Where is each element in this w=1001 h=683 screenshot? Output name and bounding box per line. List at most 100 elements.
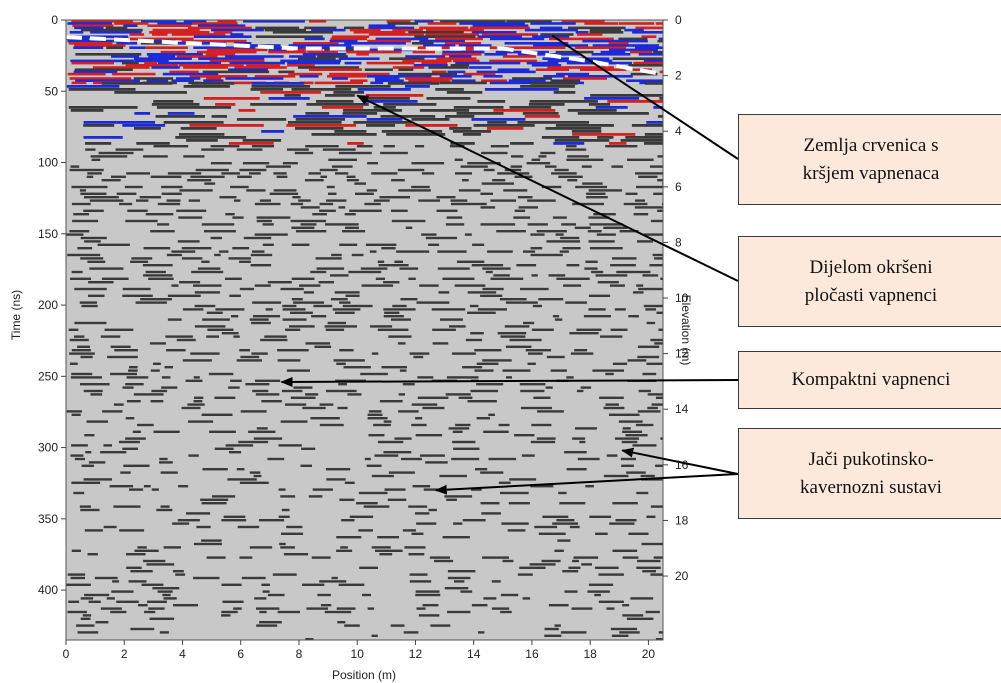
reflection-dash: [662, 284, 663, 287]
reflection-dash: [264, 335, 287, 338]
reflection-dash: [206, 556, 226, 559]
reflection-dash: [129, 366, 138, 369]
reflection-dash: [628, 532, 649, 535]
reflection-dash: [454, 580, 465, 583]
reflection-dash: [276, 175, 288, 178]
reflection-dash: [328, 192, 337, 195]
reflection-dash: [80, 383, 110, 386]
reflection-dash: [571, 607, 593, 610]
reflection-dash: [300, 464, 312, 467]
reflection-dash: [558, 491, 567, 495]
reflection-dash: [612, 257, 637, 260]
reflection-dash: [194, 291, 220, 294]
reflection-dash: [388, 335, 412, 338]
reflection-dash: [467, 311, 496, 314]
reflection-dash: [377, 328, 409, 331]
reflection-dash: [230, 379, 242, 382]
reflection-dash: [110, 610, 127, 614]
reflection-dash: [337, 406, 348, 410]
reflection-dash: [659, 70, 663, 74]
reflection-dash: [462, 519, 486, 522]
reflection-dash: [282, 304, 297, 308]
reflection-dash: [490, 199, 517, 202]
x-tick-label: 14: [467, 647, 481, 661]
reflection-dash: [217, 20, 237, 23]
reflection-dash: [289, 325, 315, 328]
reflection-dash: [446, 216, 463, 219]
reflection-dash: [527, 223, 548, 226]
reflection-dash: [153, 145, 189, 148]
reflection-dash: [655, 396, 663, 399]
reflection-dash: [239, 481, 269, 484]
reflection-dash: [660, 277, 663, 280]
reflection-dash: [339, 301, 351, 304]
reflection-dash: [550, 369, 567, 372]
reflection-dash: [501, 522, 529, 525]
reflection-dash: [236, 148, 263, 151]
reflection-dash: [177, 519, 200, 522]
reflection-dash: [233, 607, 242, 610]
reflection-dash: [171, 284, 179, 287]
reflection-dash: [652, 253, 663, 257]
reflection-dash: [201, 413, 233, 416]
reflection-dash: [409, 46, 475, 49]
reflection-dash: [374, 454, 399, 457]
reflection-dash: [636, 284, 644, 287]
reflection-dash: [419, 26, 469, 30]
reflection-dash: [449, 325, 466, 328]
reflection-dash: [509, 338, 542, 342]
reflection-dash: [460, 48, 483, 52]
reflection-dash: [327, 75, 367, 78]
reflection-dash: [122, 294, 153, 297]
reflection-dash: [530, 253, 563, 257]
leader-soil: [551, 34, 739, 160]
reflection-dash: [579, 440, 586, 444]
reflection-dash: [71, 270, 83, 274]
reflection-dash: [482, 556, 509, 559]
reflection-dash: [293, 386, 313, 389]
reflection-dash: [167, 294, 201, 297]
reflection-dash: [517, 196, 533, 199]
reflection-dash: [523, 321, 535, 325]
reflection-dash: [488, 457, 517, 461]
reflection-dash: [71, 202, 91, 206]
reflection-dash: [471, 604, 488, 607]
reflection-dash: [241, 576, 266, 580]
reflection-dash: [620, 139, 663, 142]
reflection-dash: [586, 192, 606, 195]
reflection-dash: [336, 536, 362, 539]
reflection-dash: [514, 209, 526, 212]
reflection-dash: [409, 352, 430, 355]
reflection-dash: [254, 202, 281, 206]
reflection-dash: [632, 444, 657, 447]
reflection-dash: [125, 64, 179, 67]
reflection-dash: [502, 369, 531, 372]
reflection-dash: [287, 148, 309, 151]
reflection-dash: [568, 75, 633, 78]
reflection-dash: [600, 335, 623, 338]
reflection-dash: [285, 403, 307, 406]
reflection-dash: [505, 345, 532, 348]
reflection-dash: [471, 264, 504, 267]
reflection-dash: [252, 389, 269, 393]
reflection-dash: [449, 145, 465, 148]
reflection-dash: [324, 325, 357, 328]
y2-tick-label: 0: [675, 13, 682, 27]
reflection-dash: [183, 155, 205, 158]
reflection-dash: [399, 369, 407, 372]
reflection-dash: [653, 556, 663, 559]
reflection-dash: [172, 570, 184, 573]
reflection-dash: [584, 97, 640, 100]
reflection-dash: [256, 624, 278, 627]
reflection-dash: [487, 121, 507, 124]
reflection-dash: [188, 199, 200, 202]
reflection-dash: [487, 250, 513, 253]
reflection-dash: [423, 488, 439, 491]
reflection-dash: [273, 172, 287, 175]
reflection-dash: [134, 57, 192, 60]
reflection-dash: [84, 434, 95, 437]
reflection-dash: [445, 393, 471, 396]
reflection-dash: [311, 556, 331, 559]
reflection-dash: [134, 127, 161, 130]
reflection-dash: [272, 573, 297, 576]
